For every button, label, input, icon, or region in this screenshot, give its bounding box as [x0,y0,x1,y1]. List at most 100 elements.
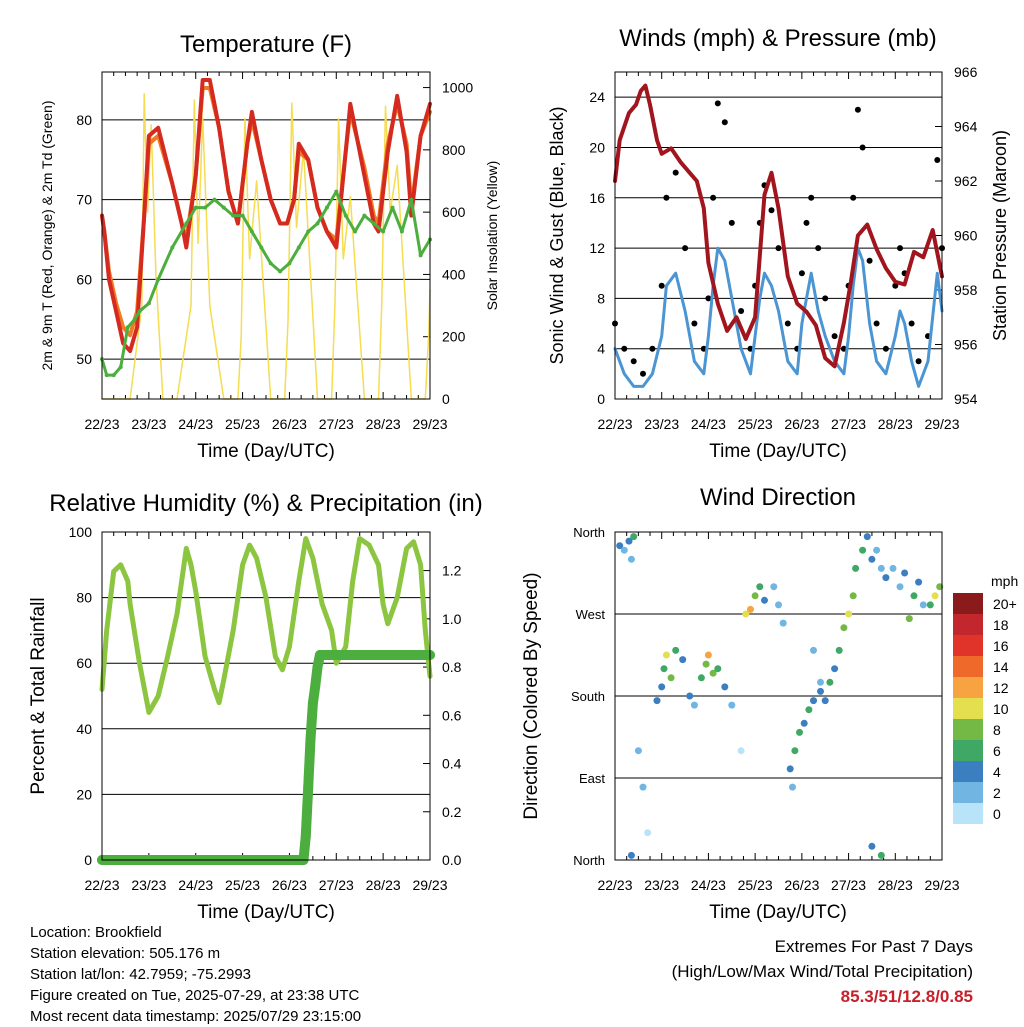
station-info: Location: Brookfield Station elevation: … [30,922,361,1027]
legend-title: mph [991,573,1018,589]
direction-point [831,665,839,673]
gust-point [705,295,712,302]
gust-point [738,308,745,314]
direction-point [873,546,881,554]
dewpoint-point [146,301,151,306]
direction-point [620,546,628,554]
temperature-y2-tick-label: 600 [442,204,466,220]
temperature-y2-tick-label: 400 [442,266,466,282]
direction-point [845,610,853,618]
direction-xlabel: Time (Day/UTC) [709,902,847,923]
gust-point [831,333,838,340]
dewpoint-point [278,269,283,274]
precipitation-point [331,650,342,660]
direction-point [936,583,944,591]
direction-point [770,583,778,591]
gust-point [866,257,873,264]
direction-x-tick-label: 26/23 [784,877,819,893]
direction-point [877,564,885,572]
temperature-y2-tick-label: 0 [442,391,450,407]
precipitation-point [300,830,311,841]
winds-x-tick-label: 26/23 [784,416,819,432]
gust-point [640,370,646,377]
dewpoint-point [268,261,273,266]
gust-point [621,345,628,352]
legend-swatch [953,782,983,803]
humidity-x-tick-label: 27/23 [319,877,354,893]
dewpoint-point [362,213,367,218]
legend-swatch [953,677,983,698]
direction-x-tick-label: 25/23 [738,877,773,893]
winds-pressure-panel: Winds (mph) & Pressure (mb) 22/23 23/23 24/… [547,25,1010,462]
winds-x-tick-label: 23/23 [644,416,679,432]
temperature-plot-border [101,71,431,400]
humidity-y2-tick-label: 0.0 [442,852,462,868]
direction-ylabel: Direction (Colored By Speed) [521,572,542,819]
direction-point [810,646,817,654]
temperature-y-tick-label: 80 [76,112,92,128]
dewpoint-point [184,221,189,226]
legend-swatch [953,698,983,719]
winds-x-tick-label: 22/23 [597,416,632,432]
temperature-ylabel: 2m & 9m T (Red, Orange) & 2m Td (Green) [39,101,55,371]
direction-point [835,646,843,654]
dewpoint-point [315,221,320,226]
humidity-y2-tick-label: 1.2 [442,563,462,579]
precipitation-point [303,782,314,793]
temperature-x-tick-label: 23/23 [131,416,166,432]
winds-y2-tick-label: 958 [954,282,978,298]
winds-y-tick-label: 20 [589,139,605,155]
direction-point [826,678,834,686]
dewpoint-point [240,213,245,218]
direction-point [915,578,923,586]
winds-y2-tick-label: 956 [954,337,978,353]
legend-swatch [953,761,983,782]
direction-point [639,783,647,791]
temperature-x-tick-label: 29/23 [412,416,447,432]
legend-label: 14 [993,659,1009,675]
winds-title: Winds (mph) & Pressure (mb) [619,25,936,52]
direction-tick-label: West [576,607,606,622]
extremes-box: Extremes For Past 7 Days (High/Low/Max W… [672,934,973,1009]
direction-point [805,706,813,714]
precipitation-point [401,650,412,660]
gust-point [859,144,866,151]
relative-humidity-line [99,536,433,715]
dewpoint-point [125,325,130,330]
direction-point [789,783,796,791]
humidity-x-tick-label: 25/23 [225,877,260,893]
direction-point [660,665,668,673]
direction-point [634,747,642,755]
direction-point [728,701,736,709]
direction-point [863,533,871,541]
gust-point [803,219,810,226]
dewpoint-point [156,277,161,282]
gust-point [850,194,857,201]
gust-point [915,358,922,365]
gust-point [808,194,815,201]
dewpoint-point [104,373,109,378]
dewpoint-point [381,229,386,234]
dewpoint-point [287,261,292,266]
precipitation-point [307,698,318,709]
direction-point [756,583,764,591]
gust-point [682,245,689,252]
legend-label: 18 [993,617,1009,633]
direction-point [672,646,680,654]
sonic-wind-line [613,246,944,388]
dewpoint-point [132,317,137,322]
winds-x-tick-label: 25/23 [738,416,773,432]
direction-point [919,601,927,609]
dewpoint-point [259,245,264,250]
legend-label: 6 [993,743,1001,759]
winds-y-tick-label: 8 [597,290,605,306]
humidity-y-tick-label: 60 [76,655,92,671]
dewpoint-point [203,205,208,210]
direction-point [821,697,829,705]
temperature-y-tick-label: 50 [76,351,92,367]
gust-point [897,245,903,252]
legend-label: 0 [993,806,1001,822]
dewpoint-point [399,229,404,234]
legend-label: 20+ [993,596,1017,612]
direction-point [791,747,799,755]
